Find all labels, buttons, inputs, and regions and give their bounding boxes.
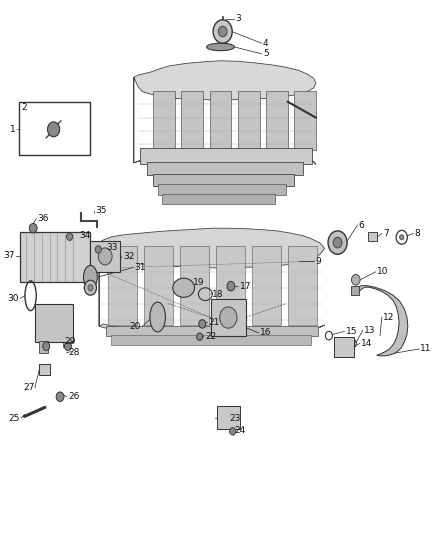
Circle shape <box>199 320 206 328</box>
Bar <box>334 337 353 357</box>
Text: 13: 13 <box>364 326 375 335</box>
Circle shape <box>29 223 37 233</box>
Text: 34: 34 <box>80 231 91 240</box>
Bar <box>39 341 48 353</box>
Text: 7: 7 <box>383 229 389 238</box>
Text: 14: 14 <box>361 339 372 348</box>
Text: 19: 19 <box>193 278 205 287</box>
Bar <box>220 20 226 23</box>
Bar <box>162 193 275 204</box>
Bar <box>153 91 175 150</box>
Bar <box>108 246 137 325</box>
Text: 22: 22 <box>205 332 216 341</box>
Bar <box>140 149 311 165</box>
Text: 17: 17 <box>240 282 251 291</box>
Text: 2: 2 <box>21 102 27 111</box>
Circle shape <box>351 274 360 285</box>
Text: 4: 4 <box>263 39 268 48</box>
Bar <box>211 300 246 336</box>
Bar <box>238 91 260 150</box>
Text: 15: 15 <box>346 327 357 336</box>
Text: 27: 27 <box>24 383 35 392</box>
Ellipse shape <box>207 43 234 51</box>
Text: 3: 3 <box>235 14 240 23</box>
Text: 30: 30 <box>7 294 19 303</box>
Text: 10: 10 <box>377 268 389 276</box>
Circle shape <box>213 20 232 43</box>
Circle shape <box>197 333 203 341</box>
Text: 26: 26 <box>68 392 79 401</box>
Circle shape <box>328 231 347 254</box>
Bar <box>181 91 203 150</box>
Circle shape <box>333 237 342 248</box>
Ellipse shape <box>84 265 97 289</box>
Text: 23: 23 <box>230 414 241 423</box>
Text: 36: 36 <box>38 214 49 223</box>
Text: 18: 18 <box>212 289 223 298</box>
Bar <box>90 241 120 272</box>
Text: 1: 1 <box>10 125 16 134</box>
Text: 20: 20 <box>130 321 141 330</box>
Text: 5: 5 <box>263 50 269 58</box>
Circle shape <box>219 307 237 328</box>
Circle shape <box>67 233 73 240</box>
Circle shape <box>56 392 64 401</box>
Bar <box>252 246 281 325</box>
Polygon shape <box>354 286 408 356</box>
Bar <box>180 246 209 325</box>
Bar <box>217 406 240 429</box>
Text: 33: 33 <box>106 244 118 253</box>
Text: 9: 9 <box>315 257 321 265</box>
Circle shape <box>95 246 101 253</box>
Ellipse shape <box>173 278 194 297</box>
Text: 21: 21 <box>209 318 220 327</box>
Bar <box>19 102 90 155</box>
Bar <box>111 335 311 345</box>
Bar <box>350 286 359 295</box>
Polygon shape <box>134 61 316 165</box>
Bar <box>144 246 173 325</box>
Polygon shape <box>99 228 325 335</box>
Bar <box>35 304 73 342</box>
Bar <box>158 184 286 195</box>
Circle shape <box>64 342 71 351</box>
Text: 8: 8 <box>415 229 420 238</box>
Text: 12: 12 <box>383 312 395 321</box>
Ellipse shape <box>150 302 166 332</box>
Circle shape <box>227 281 235 291</box>
Text: 29: 29 <box>64 337 76 346</box>
Bar <box>39 364 49 375</box>
Circle shape <box>230 427 236 435</box>
Bar <box>210 91 231 150</box>
Bar <box>147 162 303 175</box>
Circle shape <box>218 26 227 37</box>
Text: 31: 31 <box>134 263 146 272</box>
Text: 24: 24 <box>234 426 245 435</box>
Circle shape <box>85 280 96 295</box>
Text: 35: 35 <box>95 206 107 215</box>
Circle shape <box>98 248 112 265</box>
Text: 28: 28 <box>68 348 79 357</box>
Circle shape <box>43 342 49 351</box>
Circle shape <box>88 285 93 291</box>
Bar <box>106 326 318 336</box>
Text: 37: 37 <box>3 252 14 260</box>
Text: 6: 6 <box>359 221 364 230</box>
Text: 16: 16 <box>260 328 272 337</box>
Bar <box>288 246 317 325</box>
Bar <box>216 246 245 325</box>
Bar <box>266 91 288 150</box>
Text: 32: 32 <box>123 253 134 261</box>
Bar <box>368 232 378 241</box>
Bar <box>294 91 316 150</box>
Circle shape <box>399 235 404 240</box>
Text: 11: 11 <box>420 344 432 353</box>
Circle shape <box>47 122 60 137</box>
Bar <box>153 174 294 185</box>
Text: 25: 25 <box>8 414 20 423</box>
Bar <box>20 232 90 282</box>
